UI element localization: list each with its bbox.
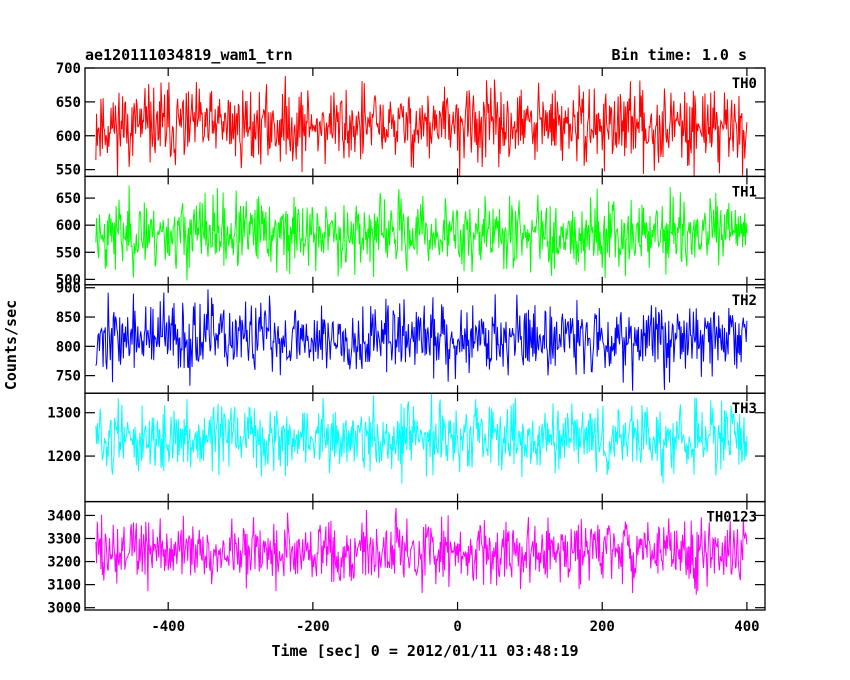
series-line-th2	[95, 289, 748, 391]
panel-label-th2: TH2	[732, 293, 757, 309]
y-tick-label: 550	[56, 163, 81, 179]
observation-title: ae120111034819_wam1_trn	[85, 46, 293, 64]
y-tick-label: 800	[56, 339, 81, 355]
y-tick-label: 550	[56, 245, 81, 261]
y-tick-label: 600	[56, 218, 81, 234]
y-tick-label: 850	[56, 310, 81, 326]
y-tick-label: 3100	[47, 578, 81, 594]
y-tick-label: 3000	[47, 601, 81, 617]
series-line-th0	[95, 75, 748, 177]
y-tick-label: 600	[56, 129, 81, 145]
y-tick-label: 3400	[47, 508, 81, 524]
y-tick-label: 3300	[47, 532, 81, 548]
y-tick-label: 750	[56, 369, 81, 385]
x-axis-label: Time [sec] 0 = 2012/01/11 03:48:19	[271, 642, 578, 660]
x-axis: -400 -200 0 200 400	[151, 619, 759, 635]
y-tick-label: 650	[56, 95, 81, 111]
x-tick-label: 200	[590, 619, 615, 635]
panel-th2: 750 800 850 900 TH2	[56, 281, 766, 394]
panel-th1: 500 550 600 650 TH1	[56, 175, 766, 288]
panel-th0: 550 600 650 700 TH0	[56, 61, 766, 179]
panel-label-th0: TH0	[732, 76, 757, 92]
y-tick-label: 1200	[47, 449, 81, 465]
y-tick-label: 3200	[47, 555, 81, 571]
series-line-th3	[95, 393, 748, 484]
y-tick-label: 700	[56, 61, 81, 77]
x-tick-label: 0	[453, 619, 461, 635]
x-tick-label: 400	[734, 619, 759, 635]
x-tick-label: -200	[296, 619, 330, 635]
panel-th0123: 3000 3100 3200 3300 3400 TH0123	[47, 500, 766, 617]
panel-frame	[84, 500, 766, 611]
y-axis-label: Counts/sec	[2, 300, 20, 390]
y-tick-label: 1300	[47, 406, 81, 422]
y-tick-label: 500	[56, 272, 81, 288]
series-line-th1	[95, 185, 748, 281]
series-line-th0123	[95, 508, 748, 595]
panels-group: 550 600 650 700 TH0 500 550 600 650 TH1 750 800 850 9…	[47, 61, 766, 617]
panel-th3: 1200 1300 TH3	[47, 392, 766, 503]
bin-time-label: Bin time: 1.0 s	[612, 46, 747, 64]
panel-label-th3: TH3	[732, 401, 757, 417]
panel-label-th0123: TH0123	[706, 510, 757, 526]
x-tick-label: -400	[151, 619, 185, 635]
y-tick-label: 900	[56, 281, 81, 297]
y-tick-label: 650	[56, 191, 81, 207]
panel-label-th1: TH1	[732, 184, 757, 200]
